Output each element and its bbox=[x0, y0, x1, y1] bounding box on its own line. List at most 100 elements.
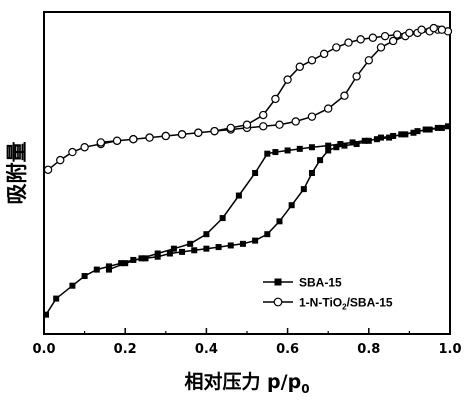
data-point bbox=[373, 136, 380, 143]
data-point bbox=[203, 231, 210, 238]
x-axis-ticks bbox=[43, 328, 451, 334]
data-point bbox=[130, 256, 137, 263]
data-point bbox=[307, 112, 317, 121]
data-point bbox=[398, 131, 405, 138]
data-point bbox=[194, 128, 203, 137]
data-point bbox=[43, 311, 50, 318]
x-tick-label: 0.0 bbox=[32, 342, 55, 357]
legend-marker-ntio2-sba15 bbox=[273, 297, 283, 307]
data-point bbox=[295, 62, 304, 71]
y-axis-title: 吸附量 bbox=[5, 142, 29, 205]
data-point bbox=[142, 255, 149, 262]
data-point bbox=[122, 260, 129, 267]
x-tick-label: 0.8 bbox=[357, 342, 380, 357]
data-point bbox=[93, 266, 100, 273]
legend-marker-sba15 bbox=[274, 278, 282, 286]
data-point bbox=[438, 124, 445, 131]
data-point bbox=[393, 30, 402, 39]
data-point bbox=[145, 133, 154, 142]
data-point bbox=[365, 137, 372, 144]
data-point bbox=[341, 142, 348, 149]
data-point bbox=[410, 129, 417, 136]
data-point bbox=[118, 260, 125, 267]
data-point bbox=[81, 273, 88, 280]
data-point bbox=[356, 35, 365, 44]
data-point bbox=[161, 131, 170, 141]
legend-label-part: /SBA-15 bbox=[347, 296, 393, 310]
data-point bbox=[300, 186, 307, 193]
data-point bbox=[177, 130, 187, 139]
x-axis-title: 相对压力 p/p0 bbox=[184, 370, 309, 396]
data-point bbox=[284, 147, 291, 154]
data-point bbox=[96, 138, 106, 147]
data-point bbox=[288, 202, 295, 209]
data-point bbox=[426, 126, 433, 133]
x-axis-tick-labels: 0.0 0.2 0.4 0.6 0.8 1.0 bbox=[32, 342, 461, 357]
legend-label-subscript: 2 bbox=[342, 303, 347, 312]
data-point bbox=[203, 245, 210, 252]
data-point bbox=[112, 136, 122, 145]
data-point bbox=[239, 240, 246, 247]
data-point bbox=[252, 237, 259, 244]
x-tick-label: 0.2 bbox=[114, 342, 137, 357]
data-point bbox=[235, 192, 242, 199]
data-point bbox=[308, 144, 315, 151]
data-point bbox=[259, 122, 268, 131]
data-point bbox=[337, 141, 344, 148]
series-sba15 bbox=[43, 123, 451, 318]
data-point bbox=[154, 250, 161, 257]
x-tick-label: 1.0 bbox=[438, 342, 461, 357]
data-point bbox=[402, 131, 409, 138]
data-point bbox=[317, 157, 324, 164]
data-point bbox=[264, 150, 271, 157]
data-point bbox=[154, 253, 161, 260]
data-point bbox=[227, 242, 234, 249]
data-point bbox=[417, 25, 426, 34]
data-point bbox=[191, 247, 198, 254]
data-point bbox=[429, 23, 438, 33]
x-axis-title-subscript: 0 bbox=[301, 382, 309, 396]
data-point bbox=[405, 28, 414, 38]
series-ntio2-sba15 bbox=[43, 23, 453, 174]
data-point bbox=[215, 244, 222, 251]
data-point bbox=[332, 43, 341, 52]
data-point bbox=[271, 94, 280, 104]
data-point bbox=[388, 36, 398, 46]
legend-label-part: 1-N-TiO bbox=[299, 296, 342, 310]
data-point bbox=[210, 126, 219, 136]
data-point bbox=[283, 75, 292, 84]
data-point bbox=[291, 117, 300, 126]
data-point bbox=[319, 49, 329, 59]
data-point bbox=[129, 134, 138, 144]
data-point bbox=[276, 218, 283, 225]
data-point bbox=[377, 134, 384, 141]
data-point bbox=[368, 33, 378, 42]
data-point bbox=[437, 25, 447, 34]
x-axis-title-main: 相对压力 p/p bbox=[184, 370, 301, 393]
data-point bbox=[324, 104, 333, 113]
data-point bbox=[56, 155, 65, 165]
x-tick-label: 0.4 bbox=[195, 342, 218, 357]
data-point bbox=[69, 282, 76, 289]
data-point bbox=[219, 215, 226, 222]
data-point bbox=[187, 240, 194, 247]
data-point bbox=[105, 266, 112, 273]
data-point bbox=[259, 110, 268, 120]
legend-label-ntio2-sba15: 1-N-TiO2/SBA-15 bbox=[299, 296, 393, 312]
data-point bbox=[296, 145, 303, 152]
data-point bbox=[179, 248, 186, 255]
x-tick-label: 0.6 bbox=[276, 342, 299, 357]
data-point bbox=[272, 149, 279, 156]
data-point bbox=[364, 56, 373, 65]
data-point bbox=[166, 250, 173, 257]
series-line bbox=[47, 27, 449, 171]
data-point bbox=[325, 142, 332, 149]
data-point bbox=[43, 165, 53, 174]
data-point bbox=[242, 120, 252, 129]
data-point bbox=[264, 231, 271, 238]
data-point bbox=[361, 137, 368, 144]
data-point bbox=[138, 255, 145, 262]
data-point bbox=[353, 141, 360, 148]
data-point bbox=[252, 170, 259, 176]
legend-label-sba15: SBA-15 bbox=[299, 276, 342, 290]
